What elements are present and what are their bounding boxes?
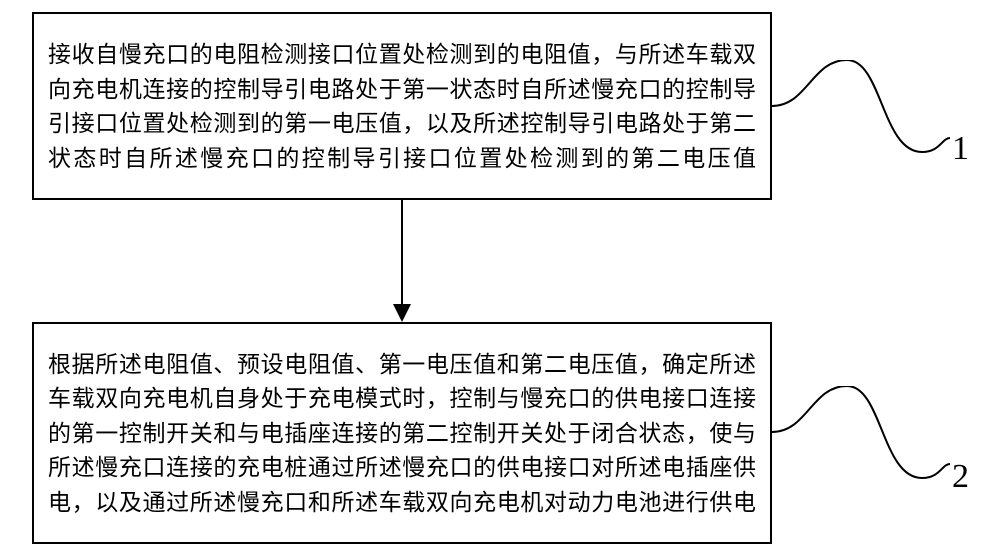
connector-curve-2 [772,386,952,486]
flow-box-1-text: 接收自慢充口的电阻检测接口位置处检测到的电阻值，与所述车载双向充电机连接的控制导… [48,37,756,175]
connector-curve-1 [772,60,952,160]
label-1: 1 [952,130,969,168]
flow-box-1: 接收自慢充口的电阻检测接口位置处检测到的电阻值，与所述车载双向充电机连接的控制导… [32,12,772,200]
label-2: 2 [952,458,969,496]
flow-box-2-text: 根据所述电阻值、预设电阻值、第一电压值和第二电压值，确定所述车载双向充电机自身处… [48,347,756,520]
arrow-line [401,200,403,304]
arrow-head [393,304,411,322]
flow-box-2: 根据所述电阻值、预设电阻值、第一电压值和第二电压值，确定所述车载双向充电机自身处… [32,322,772,544]
